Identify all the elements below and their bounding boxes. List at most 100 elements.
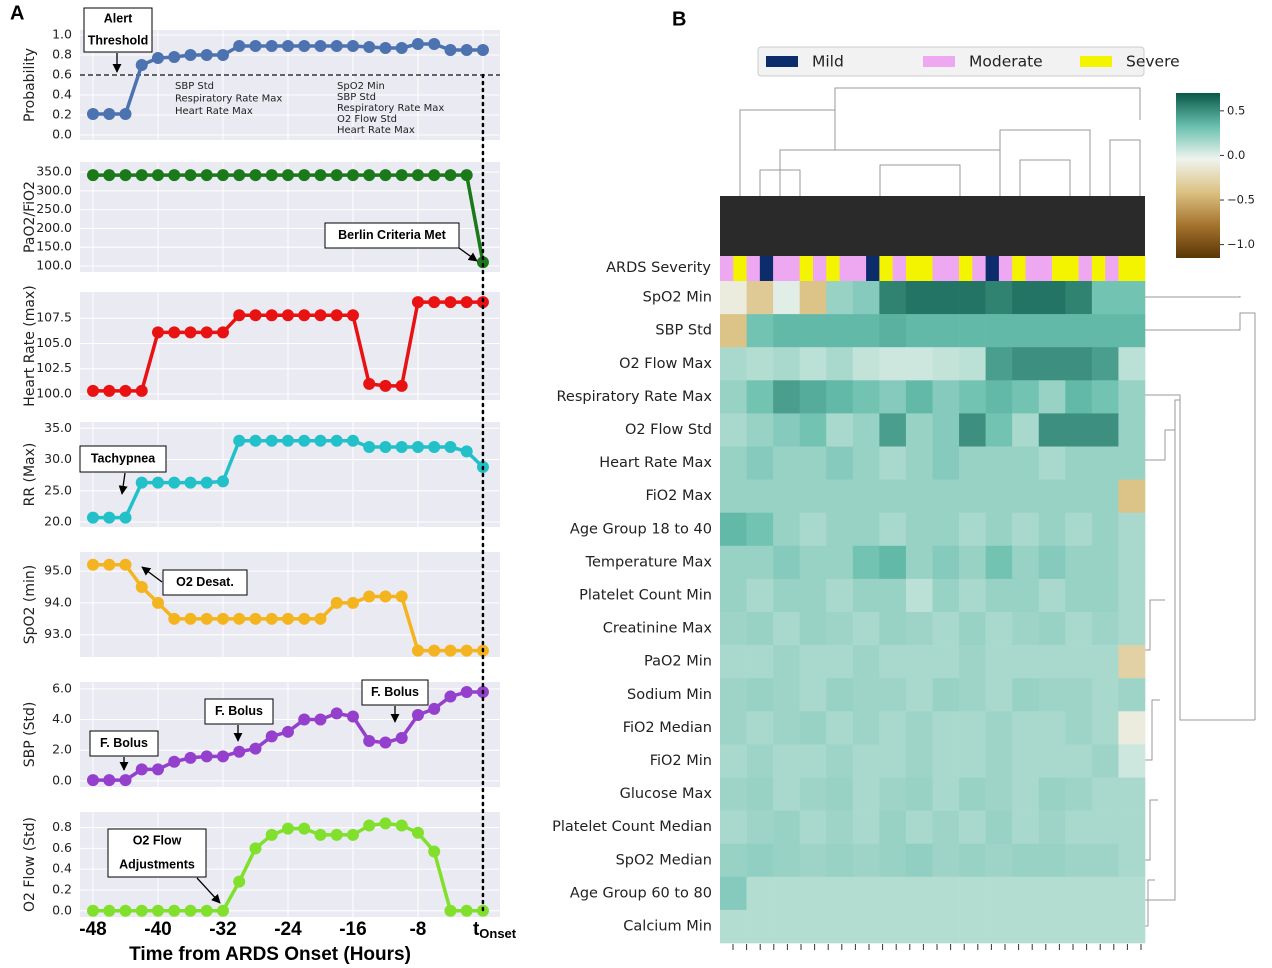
severity-cell (826, 256, 840, 281)
row-label: PaO2 Min (644, 654, 712, 670)
x-tick-label: -24 (274, 919, 302, 940)
heatmap-cell (1012, 777, 1040, 811)
heatmap-cell (826, 777, 854, 811)
heatmap-cell (746, 281, 774, 315)
severity-cell (945, 256, 960, 281)
heatmap-cell (799, 545, 827, 580)
y-tick-label: 0.4 (52, 87, 72, 102)
heatmap-cell (905, 380, 933, 414)
heatmap-cell (826, 578, 854, 613)
heatmap-cell (720, 578, 747, 613)
heatmap-cell (985, 843, 1013, 878)
heatmap-cell (799, 512, 827, 547)
heatmap-cell (905, 744, 933, 778)
y-tick-label: 2.0 (52, 742, 72, 757)
data-point (151, 326, 164, 339)
heatmap-cell (773, 545, 800, 580)
y-tick-label: 100.0 (36, 385, 72, 400)
heatmap-cell (720, 876, 747, 911)
data-point (395, 819, 408, 832)
data-point (200, 904, 213, 917)
heatmap-cell (1065, 876, 1093, 911)
heatmap-cell (746, 843, 774, 878)
heatmap-cell (905, 479, 933, 513)
severity-cell (812, 256, 827, 281)
colorbar-tick-label: 0.0 (1227, 148, 1245, 162)
y-axis-label: Probability (22, 48, 38, 122)
data-point (184, 476, 197, 489)
annotation-text: Tachypnea (91, 451, 156, 465)
heatmap-cell (1091, 744, 1119, 778)
y-tick-label: 30.0 (44, 451, 72, 466)
data-point (428, 169, 441, 182)
heatmap-cell (852, 777, 880, 811)
heatmap-cell (1118, 645, 1146, 679)
heatmap-cell (773, 512, 800, 547)
data-point (168, 904, 181, 917)
row-label: Glucose Max (620, 786, 713, 802)
row-label: Respiratory Rate Max (556, 389, 712, 405)
heatmap-cell (1118, 347, 1146, 381)
heatmap-cell (905, 678, 933, 712)
data-point (281, 822, 294, 835)
heatmap-cell (879, 578, 907, 613)
heatmap-cell (826, 512, 854, 547)
data-point (249, 612, 262, 625)
severity-cell (746, 256, 761, 281)
legend-swatch (923, 56, 955, 67)
heatmap-cell (746, 380, 774, 414)
data-point (233, 434, 246, 447)
data-point (86, 511, 99, 524)
data-point (151, 52, 164, 64)
heatmap-cell (1038, 678, 1066, 712)
heatmap-cell (1065, 512, 1093, 547)
data-point (298, 40, 311, 52)
severity-cell (866, 256, 880, 281)
severity-cell (1105, 256, 1119, 281)
data-point (379, 817, 392, 830)
heatmap-cell (1065, 347, 1093, 381)
y-tick-label: 200.0 (36, 220, 72, 235)
severity-cell (1131, 256, 1146, 281)
heatmap-cell (985, 545, 1013, 580)
heatmap-cell (746, 314, 774, 348)
heatmap-cell (959, 711, 986, 745)
heatmap-cell (932, 711, 960, 745)
heatmap-cell (905, 512, 933, 547)
heatmap-cell (905, 545, 933, 580)
heatmap-cell (852, 281, 880, 315)
y-tick-label: 250.0 (36, 201, 72, 216)
data-point (135, 476, 148, 489)
data-point (428, 441, 441, 453)
heatmap-cell (826, 380, 854, 414)
severity-cell (720, 256, 734, 281)
heatmap-cell (773, 810, 800, 844)
annotation-arrow (141, 566, 163, 583)
y-tick-label: 0.2 (52, 107, 72, 122)
heatmap-cell (799, 281, 827, 315)
y-tick-label: 35.0 (44, 420, 72, 435)
heatmap-cell (746, 744, 774, 778)
y-axis-label: O2 Flow (Std) (22, 817, 38, 912)
y-tick-label: 350.0 (36, 164, 72, 179)
data-point (411, 826, 424, 839)
heatmap-cell (1118, 810, 1146, 844)
data-point (330, 596, 343, 609)
data-point (103, 384, 116, 397)
heatmap-cell (773, 479, 800, 513)
severity-cell (759, 256, 774, 281)
heatmap-cell (1065, 545, 1093, 580)
heatmap-cell (1012, 347, 1040, 381)
y-tick-label: 4.0 (52, 711, 72, 726)
data-point (168, 326, 181, 339)
heatmap-cell (985, 876, 1013, 911)
heatmap-cell (879, 347, 907, 381)
data-point (249, 169, 262, 182)
heatmap-cell (1091, 645, 1119, 679)
data-point (281, 612, 294, 625)
data-point (249, 742, 262, 755)
annotation-text: Berlin Criteria Met (338, 228, 447, 242)
data-point (298, 612, 311, 625)
heatmap-cell (852, 843, 880, 878)
heatmap-cell (1012, 314, 1040, 348)
